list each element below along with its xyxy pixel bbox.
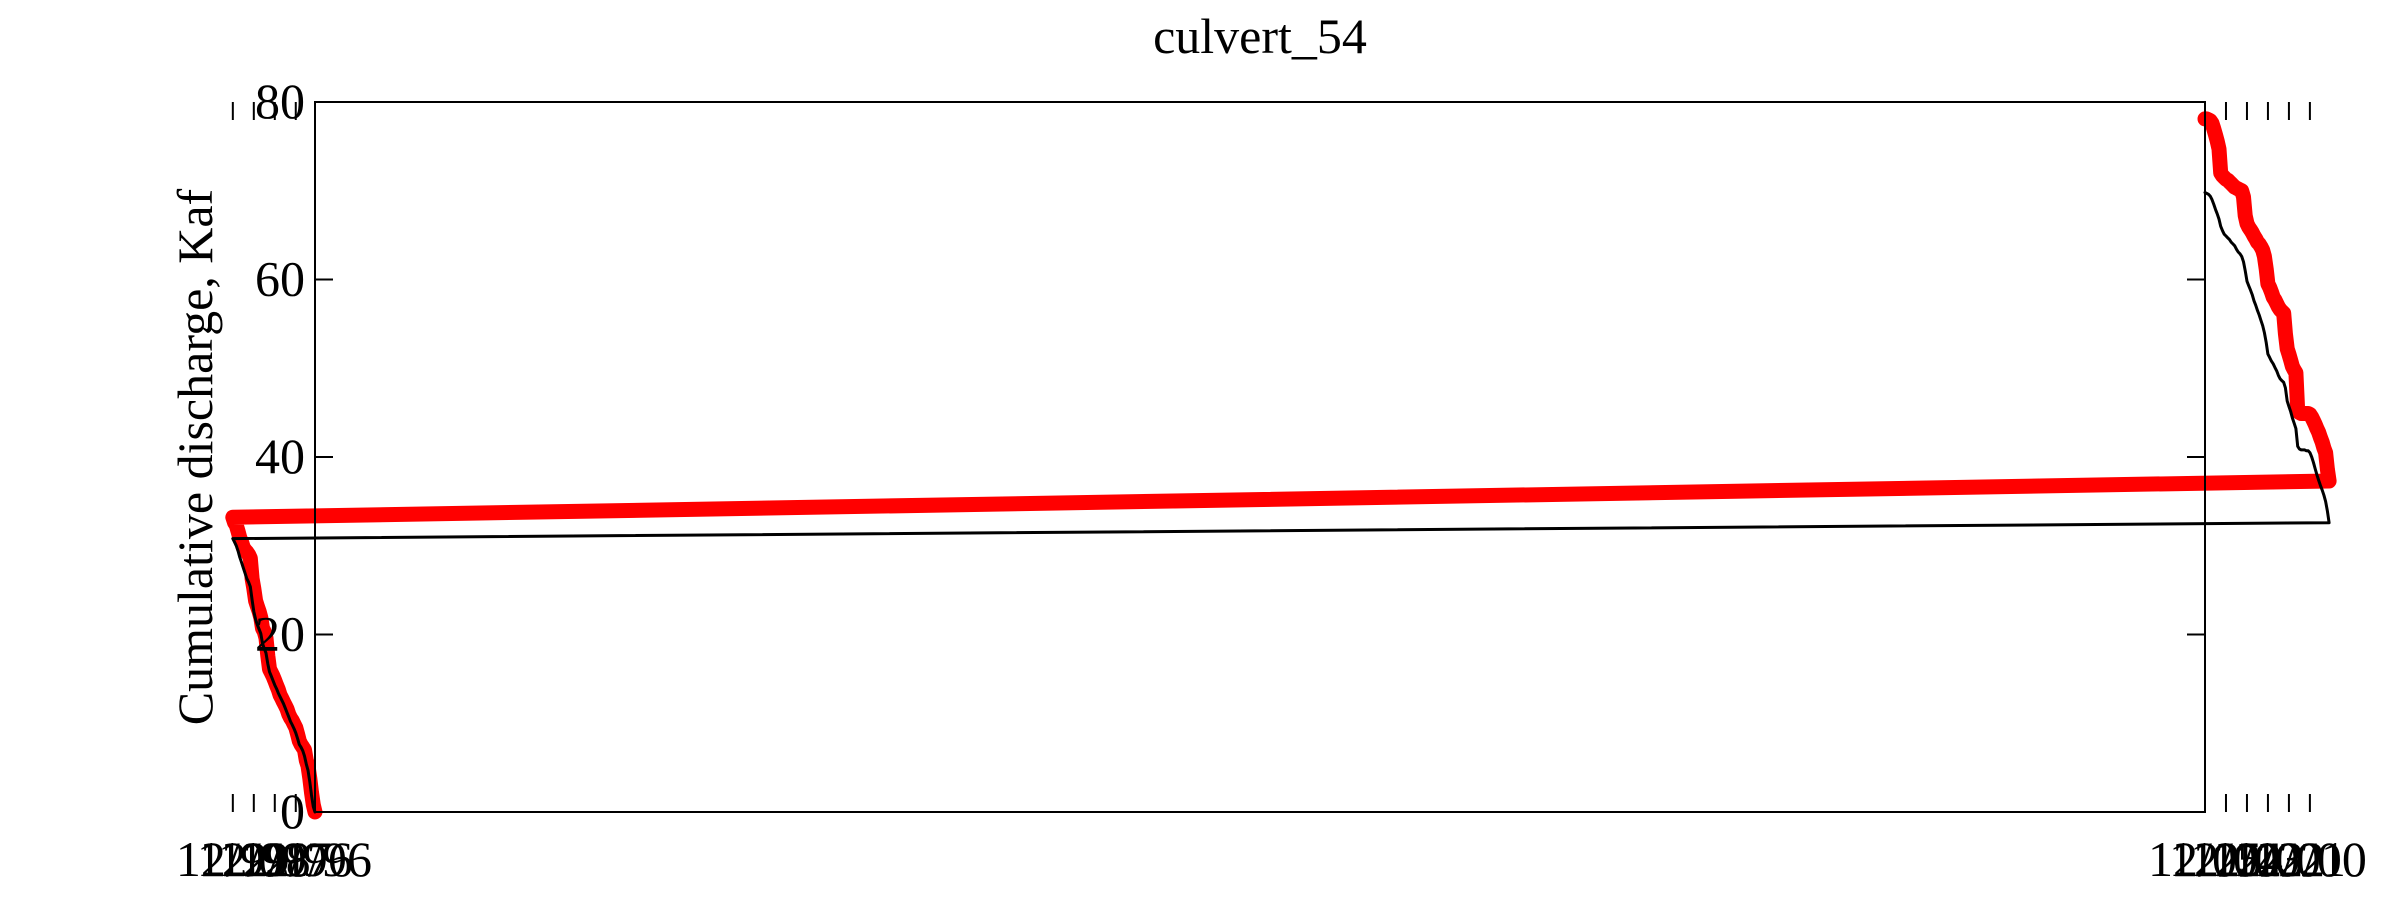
- y-axis-label: Cumulative discharge, Kaf: [167, 188, 223, 725]
- x-tick-label: 12/00: [2253, 831, 2367, 887]
- x-tick-label: 12/99: [176, 831, 290, 887]
- x-tick-label: 12/02: [2211, 831, 2325, 887]
- series-layer: [225, 111, 2337, 820]
- series-line-0: [225, 111, 2337, 820]
- x-tick-label: 12/01: [2232, 831, 2346, 887]
- y-tick-label: 60: [255, 251, 305, 307]
- x-tick-label: 12/05: [2148, 831, 2262, 887]
- x-tick-label: 01/96: [258, 831, 372, 887]
- y-tick-label: 40: [255, 428, 305, 484]
- y-tick-label: 20: [255, 606, 305, 662]
- plot-frame: [314, 101, 2206, 813]
- y-tick-label: 80: [255, 73, 305, 129]
- x-tick-label: 12/98: [197, 831, 311, 887]
- x-tick-label: 12/96: [239, 831, 353, 887]
- y-axis: 0 20 40 60 80: [255, 73, 2205, 839]
- y-tick-label: 0: [280, 783, 305, 839]
- x-tick-label: 12/03: [2190, 831, 2304, 887]
- x-tick-label: 12/04: [2169, 831, 2283, 887]
- series-line-1: [231, 191, 2331, 814]
- x-tick-label: 12/97: [218, 831, 332, 887]
- chart-title: culvert_54: [1153, 8, 1367, 64]
